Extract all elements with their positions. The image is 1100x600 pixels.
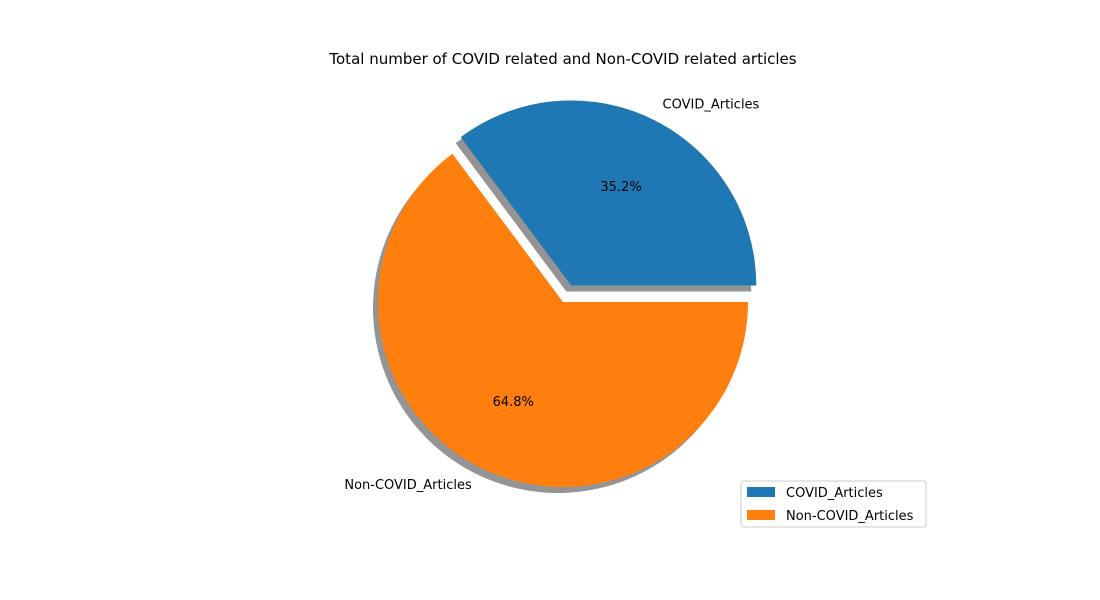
pie-percent-label-non-covid-articles: 64.8%	[493, 395, 534, 410]
pie-slice-covid-articles	[460, 100, 757, 286]
legend-label-non-covid-articles: Non-COVID_Articles	[786, 509, 914, 524]
legend-swatch-non-covid-articles	[747, 510, 775, 520]
pie-category-label-non-covid-articles: Non-COVID_Articles	[344, 478, 472, 493]
legend-label-covid-articles: COVID_Articles	[786, 486, 883, 501]
chart-title: Total number of COVID related and Non-CO…	[328, 50, 796, 68]
pie-labels: 35.2% COVID_Articles 64.8% Non-COVID_Articl…	[344, 98, 759, 493]
legend: COVID_Articles Non-COVID_Articles	[740, 480, 927, 528]
pie-percent-label-covid-articles: 35.2%	[600, 180, 641, 195]
legend-swatch-covid-articles	[747, 487, 775, 497]
pie-category-label-covid-articles: COVID_Articles	[663, 98, 760, 113]
pie-slice-non-covid-articles	[378, 153, 748, 487]
legend-frame	[740, 480, 927, 528]
pie-slices	[378, 100, 757, 487]
